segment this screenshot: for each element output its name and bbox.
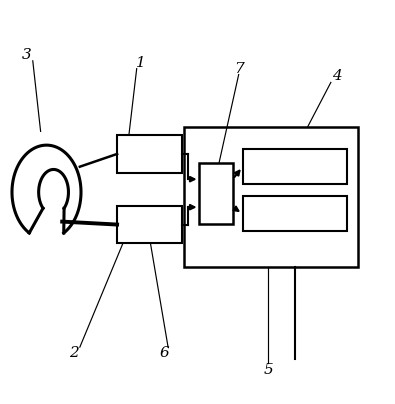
Bar	[184, 128, 358, 267]
Text: 4: 4	[332, 69, 342, 84]
Bar	[199, 163, 233, 223]
Text: 3: 3	[22, 48, 32, 62]
Text: 1: 1	[136, 56, 145, 70]
Text: 6: 6	[159, 346, 169, 360]
Text: 7: 7	[234, 62, 244, 76]
Bar	[243, 149, 346, 184]
Text: 5: 5	[263, 363, 273, 377]
Text: 2: 2	[69, 346, 79, 360]
Bar	[117, 135, 182, 173]
Bar	[243, 196, 346, 231]
Bar	[117, 206, 182, 243]
